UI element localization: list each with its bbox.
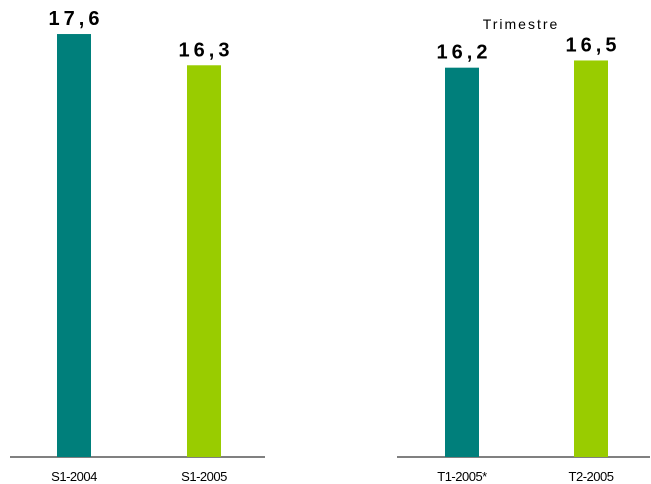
x-tick-label: S1-2004 bbox=[51, 469, 97, 484]
x-tick-label: T1-2005* bbox=[437, 469, 487, 484]
x-tick-label: S1-2005 bbox=[181, 469, 227, 484]
bar bbox=[445, 67, 479, 457]
bar bbox=[187, 65, 221, 457]
chart-title: Trimestre bbox=[483, 16, 560, 32]
x-tick-label: T2-2005 bbox=[569, 469, 614, 484]
data-label: 16,2 bbox=[437, 42, 492, 64]
data-label: 17,6 bbox=[49, 8, 104, 30]
bar bbox=[57, 34, 91, 457]
data-label: 16,3 bbox=[179, 39, 234, 61]
bar bbox=[574, 60, 608, 457]
data-label: 16,5 bbox=[566, 34, 621, 56]
